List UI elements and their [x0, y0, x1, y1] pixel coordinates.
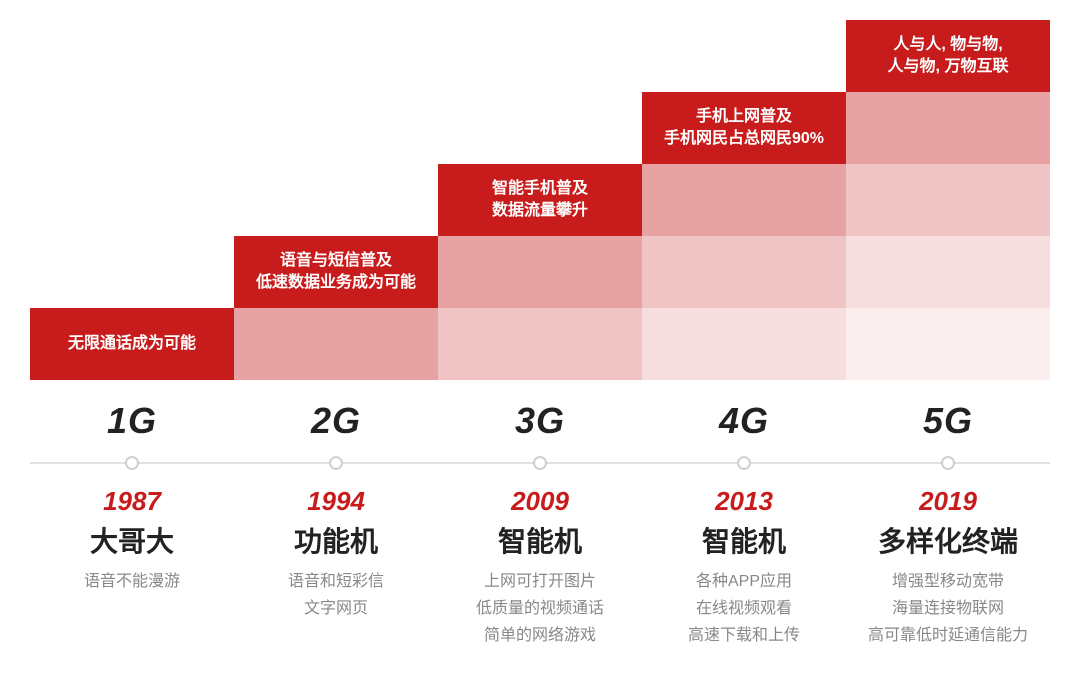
stair-fade-step: [846, 92, 1050, 164]
generation-label: 1G: [30, 400, 234, 442]
timeline-dot: [941, 456, 955, 470]
timeline-item-2: 3G2009智能机上网可打开图片 低质量的视频通话 简单的网络游戏: [438, 400, 642, 442]
timeline-device: 智能机: [642, 520, 846, 560]
stair-column-4: 人与人, 物与物, 人与物, 万物互联: [846, 20, 1050, 380]
timeline-description: 语音不能漫游: [30, 568, 234, 595]
stair-column-3: 手机上网普及 手机网民占总网民90%: [642, 20, 846, 380]
timeline-item-0: 1G1987大哥大语音不能漫游: [30, 400, 234, 442]
stair-column-1: 语音与短信普及 低速数据业务成为可能: [234, 20, 438, 380]
stair-top-label-2: 智能手机普及 数据流量攀升: [438, 164, 642, 236]
generation-label: 2G: [234, 400, 438, 442]
timeline-description: 上网可打开图片 低质量的视频通话 简单的网络游戏: [438, 568, 642, 650]
stair-top-label-1: 语音与短信普及 低速数据业务成为可能: [234, 236, 438, 308]
timeline-description: 增强型移动宽带 海量连接物联网 高可靠低时延通信能力: [846, 568, 1050, 650]
stair-fade-step: [846, 164, 1050, 236]
stair-column-0: 无限通话成为可能: [30, 20, 234, 380]
timeline-device: 功能机: [234, 520, 438, 560]
timeline-device: 大哥大: [30, 520, 234, 560]
timeline-year: 2009: [438, 486, 642, 517]
stair-top-label-4: 人与人, 物与物, 人与物, 万物互联: [846, 20, 1050, 92]
stair-fade-step: [438, 308, 642, 380]
stair-top-label-3: 手机上网普及 手机网民占总网民90%: [642, 92, 846, 164]
timeline-dot: [329, 456, 343, 470]
stair-top-label-0: 无限通话成为可能: [30, 308, 234, 380]
timeline-device: 多样化终端: [846, 520, 1050, 560]
timeline-description: 语音和短彩信 文字网页: [234, 568, 438, 622]
timeline-description: 各种APP应用 在线视频观看 高速下载和上传: [642, 568, 846, 650]
timeline-dot: [125, 456, 139, 470]
generation-label: 4G: [642, 400, 846, 442]
staircase-chart: 无限通话成为可能语音与短信普及 低速数据业务成为可能智能手机普及 数据流量攀升手…: [30, 20, 1050, 380]
stair-fade-step: [642, 308, 846, 380]
generation-label: 3G: [438, 400, 642, 442]
timeline-device: 智能机: [438, 520, 642, 560]
timeline-dot: [533, 456, 547, 470]
stair-fade-step: [438, 236, 642, 308]
timeline-year: 2019: [846, 486, 1050, 517]
timeline-item-4: 5G2019多样化终端增强型移动宽带 海量连接物联网 高可靠低时延通信能力: [846, 400, 1050, 442]
generation-label: 5G: [846, 400, 1050, 442]
stair-column-2: 智能手机普及 数据流量攀升: [438, 20, 642, 380]
timeline-year: 1987: [30, 486, 234, 517]
stair-fade-step: [846, 236, 1050, 308]
stair-fade-step: [642, 164, 846, 236]
timeline-year: 2013: [642, 486, 846, 517]
stair-fade-step: [846, 308, 1050, 380]
timeline-item-3: 4G2013智能机各种APP应用 在线视频观看 高速下载和上传: [642, 400, 846, 442]
timeline-dot: [737, 456, 751, 470]
stair-fade-step: [642, 236, 846, 308]
timeline-item-1: 2G1994功能机语音和短彩信 文字网页: [234, 400, 438, 442]
stair-fade-step: [234, 308, 438, 380]
timeline-year: 1994: [234, 486, 438, 517]
